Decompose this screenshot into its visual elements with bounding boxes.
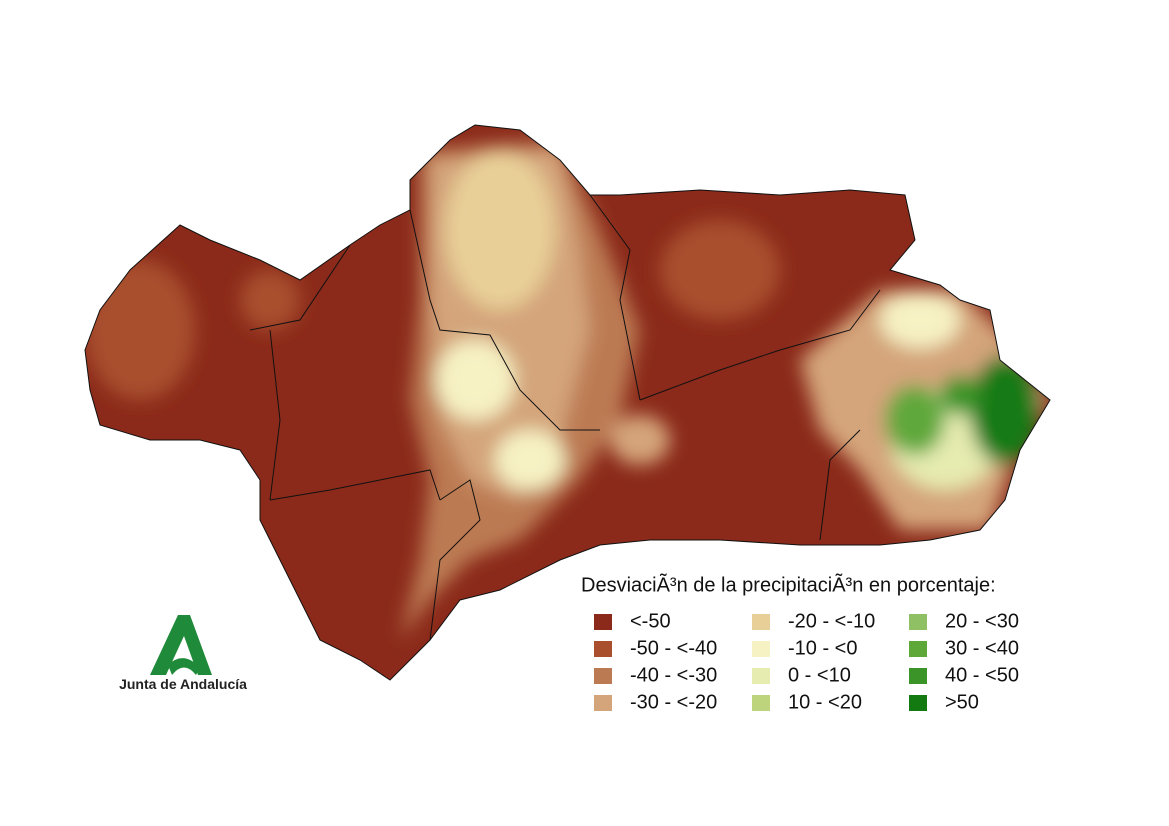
- legend-swatch: [909, 695, 927, 711]
- legend-label: 40 - <50: [945, 664, 1019, 686]
- legend-title: DesviaciÃ³n de la precipitaciÃ³n en porc…: [581, 572, 996, 596]
- legend-swatch: [752, 614, 770, 630]
- legend-swatch: [594, 641, 612, 657]
- legend-label: -30 - <-20: [630, 691, 717, 713]
- logo: Junta de Andalucía: [119, 615, 247, 692]
- legend-swatch: [909, 641, 927, 657]
- legend-label: 10 - <20: [788, 691, 862, 713]
- legend-label: -20 - <-10: [788, 610, 875, 632]
- legend-label: 20 - <30: [945, 610, 1019, 632]
- legend-label: 0 - <10: [788, 664, 851, 686]
- legend-label: -40 - <-30: [630, 664, 717, 686]
- legend-swatch: [594, 668, 612, 684]
- legend-swatch: [752, 641, 770, 657]
- legend-label: -10 - <0: [788, 637, 857, 659]
- legend-label: 30 - <40: [945, 637, 1019, 659]
- legend-swatch: [752, 668, 770, 684]
- province-borders: [249, 194, 881, 641]
- legend-label: >50: [945, 691, 979, 713]
- legend-label: <-50: [630, 610, 671, 632]
- legend-swatch: [909, 614, 927, 630]
- legend-swatch: [752, 695, 770, 711]
- legend-label: -50 - <-40: [630, 637, 717, 659]
- legend-swatch: [594, 614, 612, 630]
- logo-text: Junta de Andalucía: [119, 676, 247, 692]
- legend-swatch: [909, 668, 927, 684]
- legend-swatch: [594, 695, 612, 711]
- legend: <-50 -50 - <-40 -40 - <-30 -30 - <-20 -20 - …: [594, 610, 1019, 713]
